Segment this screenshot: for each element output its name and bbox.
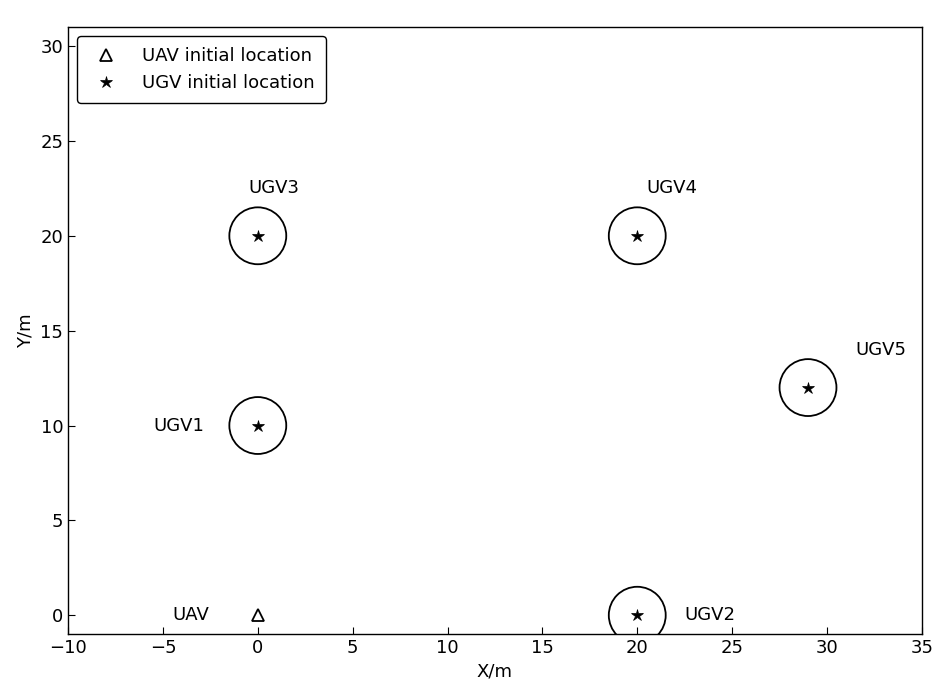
Text: UGV5: UGV5 <box>855 341 906 358</box>
Text: UGV4: UGV4 <box>647 179 697 197</box>
Text: UGV2: UGV2 <box>685 606 735 624</box>
X-axis label: X/m: X/m <box>477 663 513 680</box>
Legend: UAV initial location, UGV initial location: UAV initial location, UGV initial locati… <box>77 36 326 103</box>
Y-axis label: Y/m: Y/m <box>17 314 34 348</box>
Text: UGV3: UGV3 <box>248 179 299 197</box>
Text: UAV: UAV <box>173 606 209 624</box>
Text: UGV1: UGV1 <box>154 416 204 435</box>
